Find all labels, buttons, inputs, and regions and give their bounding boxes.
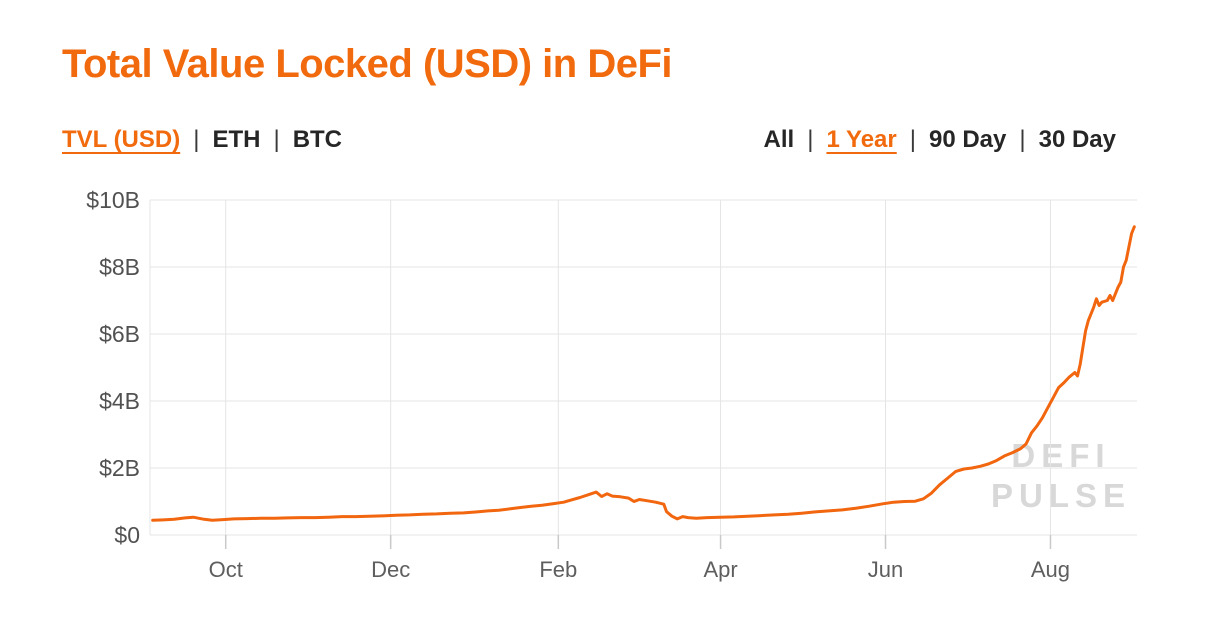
svg-text:Feb: Feb [539,557,577,582]
page-title: Total Value Locked (USD) in DeFi [62,42,673,86]
series-tabs: TVL (USD) | ETH | BTC [62,126,342,154]
svg-text:Dec: Dec [371,557,410,582]
svg-text:Aug: Aug [1031,557,1070,582]
svg-text:$8B: $8B [99,254,140,280]
separator: | [273,126,280,153]
tab-tvl-usd[interactable]: TVL (USD) [62,126,181,153]
separator: | [909,126,916,153]
separator: | [1019,126,1026,153]
svg-text:$4B: $4B [99,388,140,414]
tab-range-1year[interactable]: 1 Year [826,126,897,153]
tab-eth[interactable]: ETH [212,126,261,153]
svg-text:$6B: $6B [99,321,140,347]
svg-text:$0: $0 [114,522,140,548]
tab-range-30day[interactable]: 30 Day [1038,126,1116,153]
tab-btc[interactable]: BTC [292,126,343,153]
svg-text:Oct: Oct [209,557,243,582]
svg-text:$10B: $10B [86,187,140,213]
tab-range-all[interactable]: All [763,126,795,153]
svg-text:$2B: $2B [99,455,140,481]
range-tabs: All | 1 Year | 90 Day | 30 Day [764,126,1116,154]
svg-text:Apr: Apr [703,557,737,582]
separator: | [193,126,200,153]
watermark-line-2: PULSE [990,477,1132,514]
svg-text:Jun: Jun [868,557,903,582]
separator: | [807,126,814,153]
tab-range-90day[interactable]: 90 Day [928,126,1007,153]
